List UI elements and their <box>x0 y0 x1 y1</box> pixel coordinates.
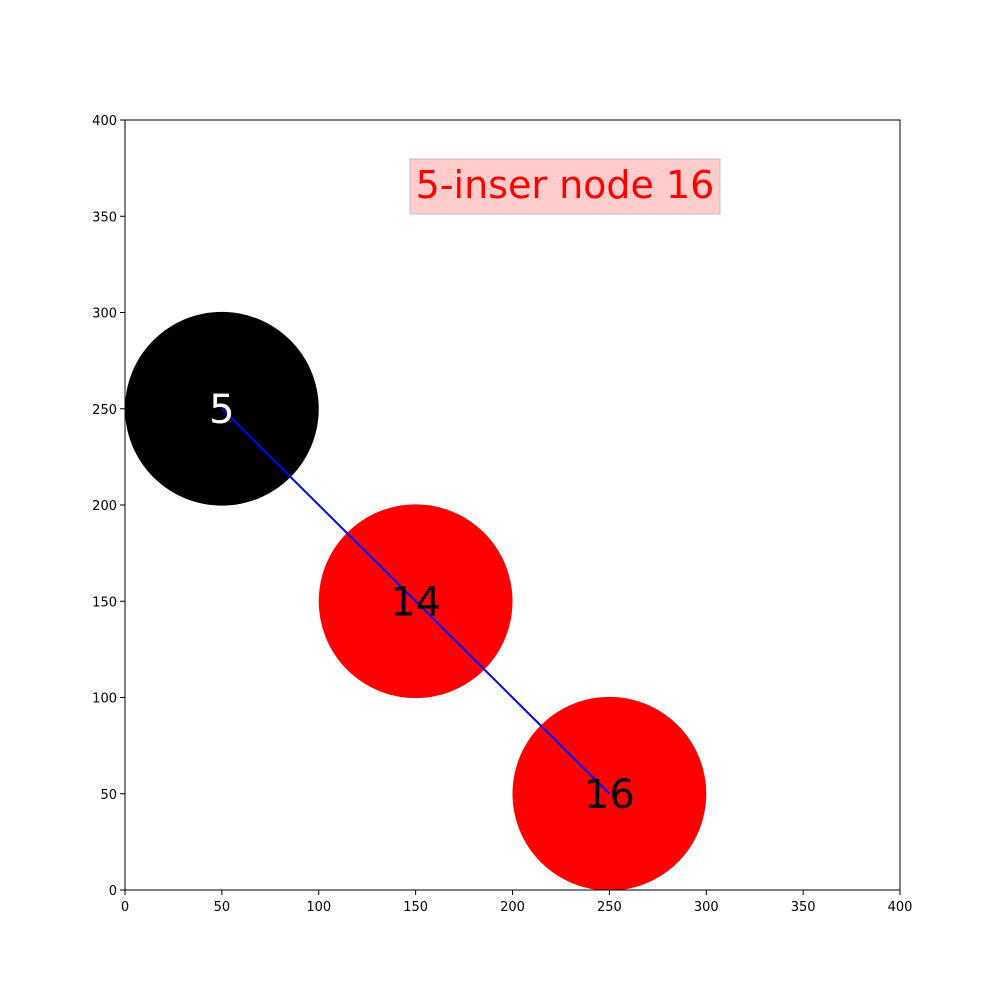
plot-content <box>125 311 707 890</box>
y-tick-label: 250 <box>92 403 117 418</box>
y-tick-label: 150 <box>92 595 117 610</box>
y-tick-label: 200 <box>92 499 117 514</box>
plot-area: 5 14 16 <box>125 311 707 890</box>
node-16-label: 16 <box>584 772 635 818</box>
y-tick-label: 50 <box>100 788 117 803</box>
y-tick-label: 100 <box>92 692 117 707</box>
y-tick-label: 400 <box>92 114 117 129</box>
diagram-title: 5-inser node 16 <box>416 163 715 207</box>
x-tick-label: 300 <box>694 900 719 915</box>
x-tick-label: 0 <box>121 900 129 915</box>
x-tick-label: 350 <box>791 900 816 915</box>
y-tick-label: 300 <box>92 307 117 322</box>
x-tick-label: 400 <box>888 900 913 915</box>
title-background <box>409 158 721 215</box>
x-tick-label: 250 <box>597 900 622 915</box>
title-box: 5-inser node 16 <box>409 158 721 215</box>
x-tick-label: 150 <box>403 900 428 915</box>
axes: 0 50 100 150 200 250 300 350 400 0 50 100 150 200 250 3… <box>92 114 912 915</box>
x-tick-label: 200 <box>500 900 525 915</box>
edge-5-14 <box>221 408 417 602</box>
x-tick-label: 100 <box>306 900 331 915</box>
y-tick-label: 350 <box>92 210 117 225</box>
edge-14-16 <box>414 600 611 795</box>
node-5-label: 5 <box>209 387 234 433</box>
node-14-label: 14 <box>390 579 441 625</box>
y-tick-label: 0 <box>109 884 117 899</box>
x-tick-label: 50 <box>214 900 231 915</box>
